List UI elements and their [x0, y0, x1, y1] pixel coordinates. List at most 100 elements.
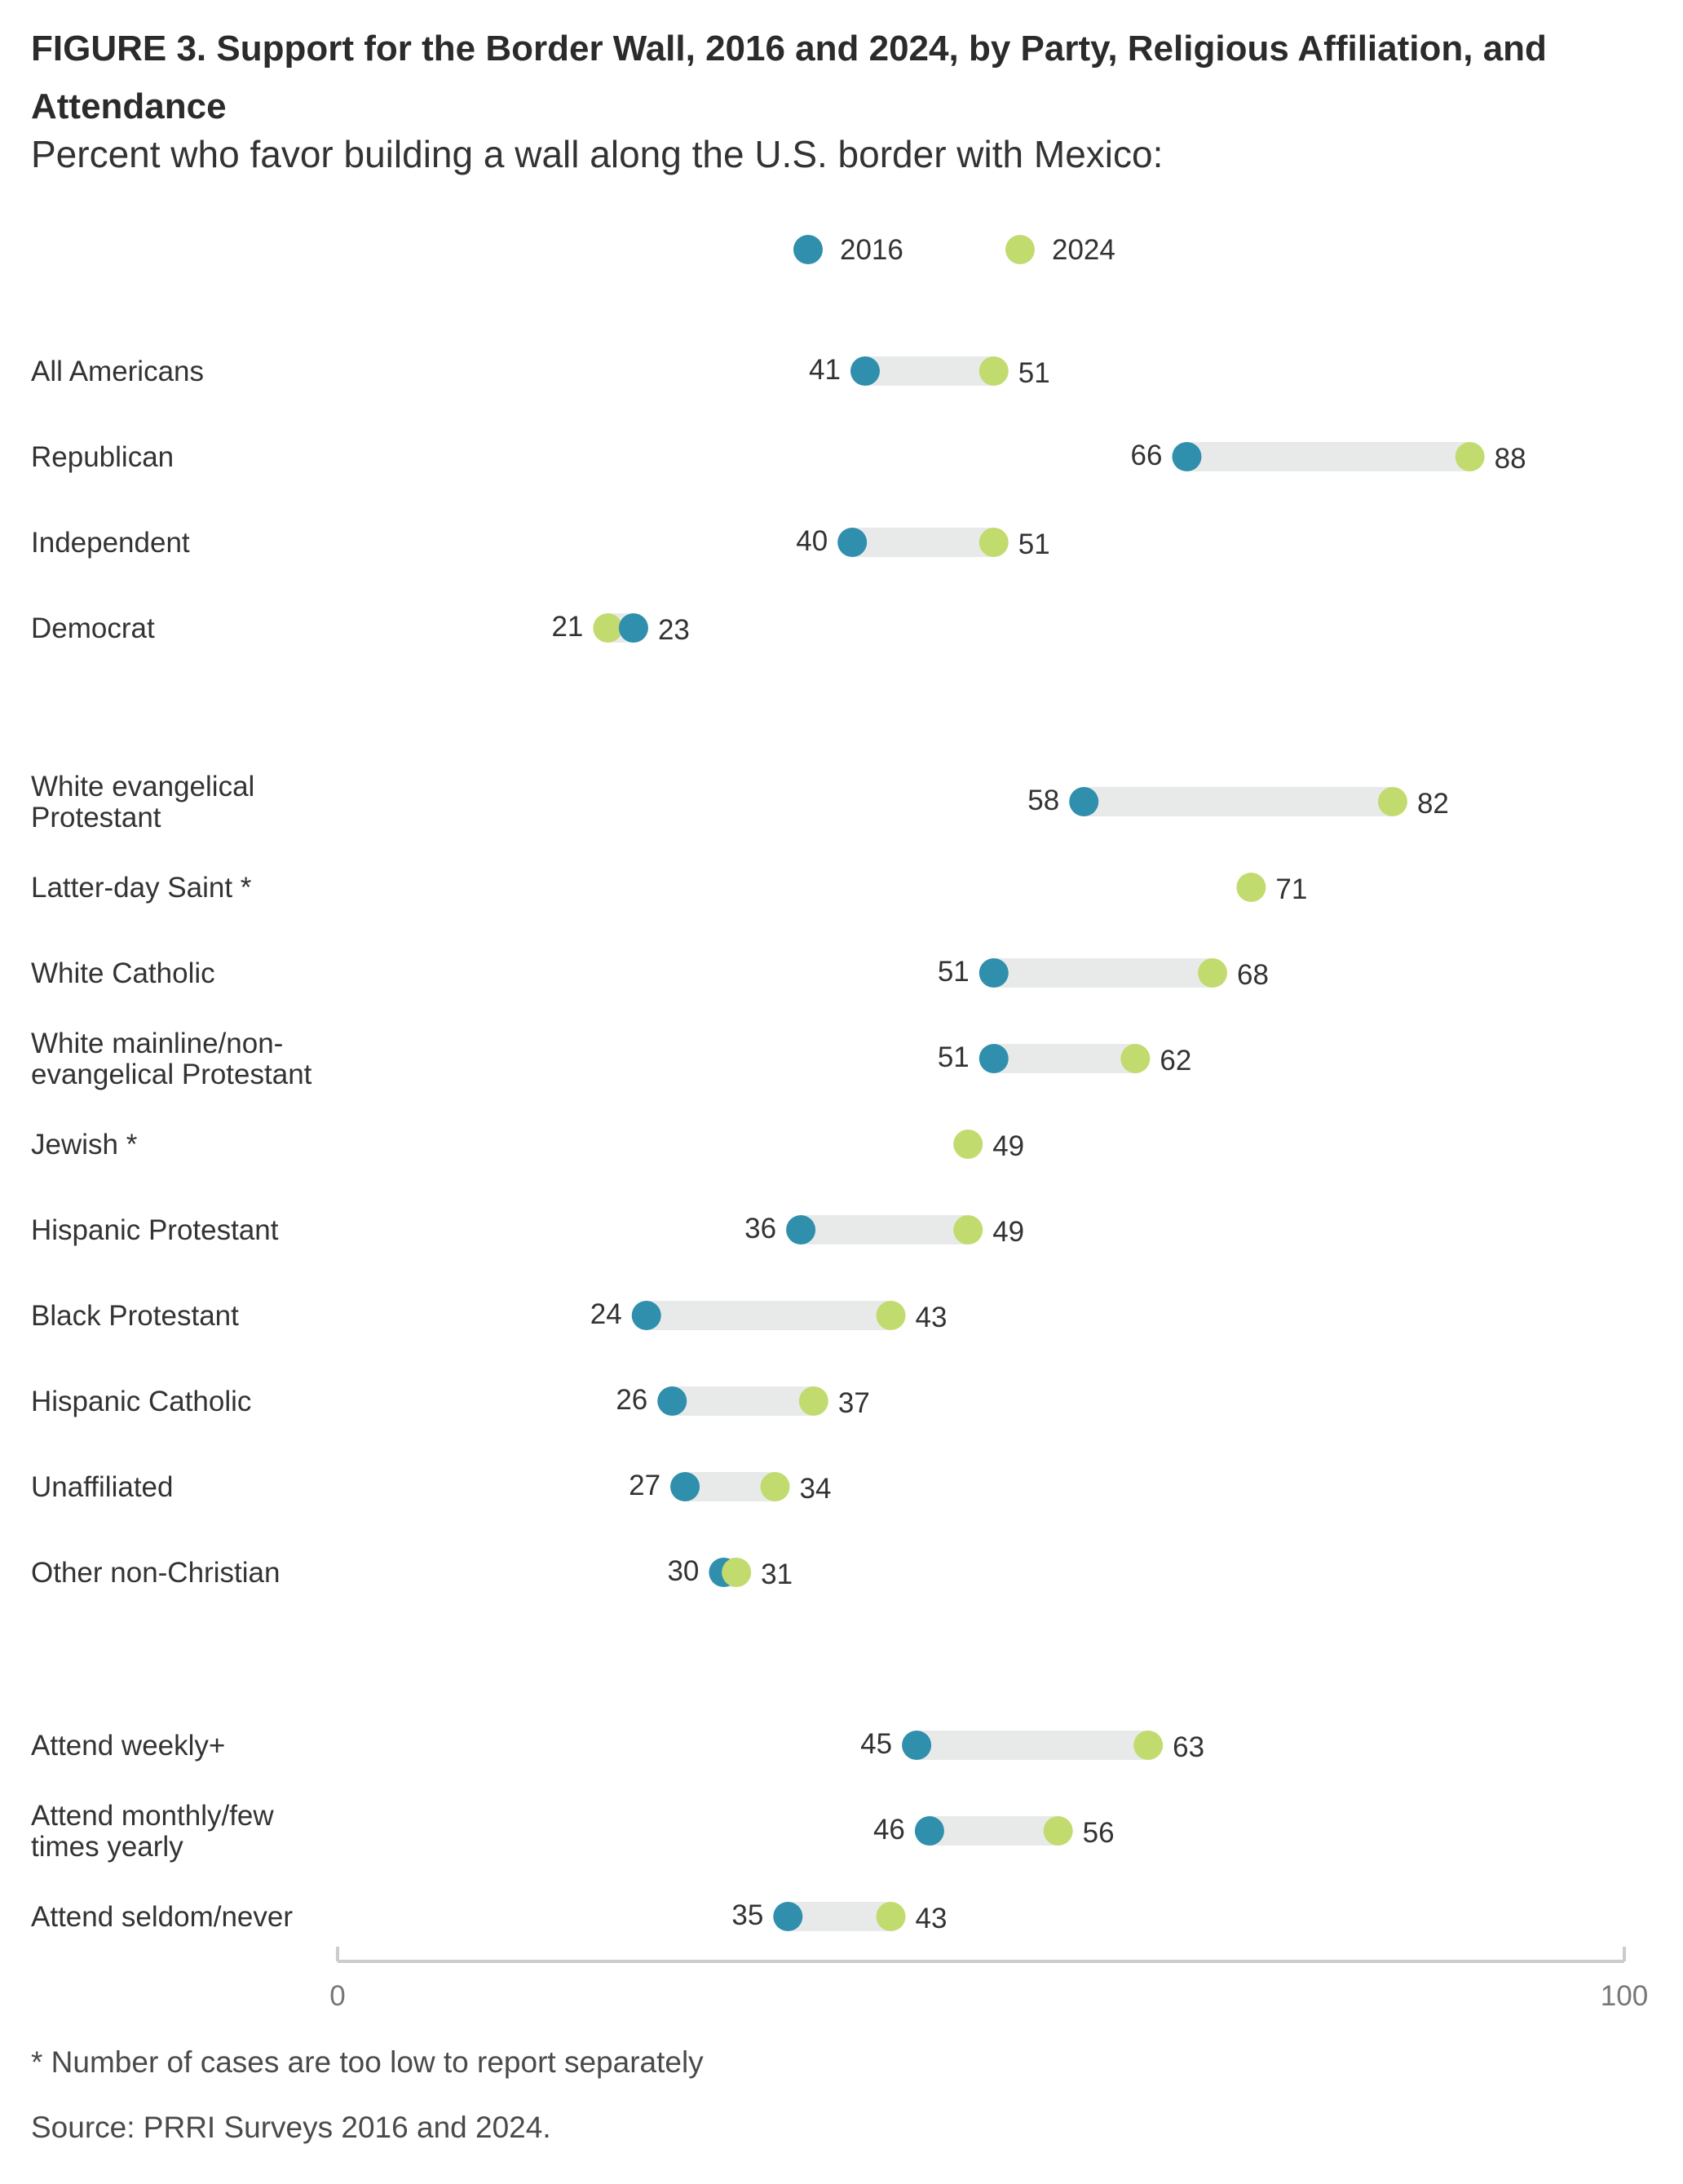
value-label-2024: 31	[761, 1558, 793, 1590]
range-bar	[852, 528, 994, 557]
dot-2016	[670, 1472, 700, 1501]
legend-marker-2024	[1005, 235, 1035, 264]
dot-2024	[760, 1472, 790, 1501]
category-label: Hispanic Catholic	[31, 1386, 251, 1417]
value-label-2024: 51	[1018, 357, 1050, 389]
value-label-2016: 23	[658, 614, 690, 646]
dot-2016	[1172, 442, 1202, 471]
value-label-2016: 51	[938, 1041, 970, 1073]
chart-subtitle: Percent who favor building a wall along …	[31, 133, 1164, 175]
range-bar	[801, 1215, 969, 1245]
value-label-2016: 41	[809, 354, 841, 386]
dot-2024	[876, 1902, 906, 1931]
range-bar	[1084, 787, 1393, 816]
dot-2024	[1133, 1731, 1164, 1760]
value-label-2016: 58	[1027, 785, 1059, 816]
range-bar	[864, 356, 994, 386]
range-bar	[646, 1301, 891, 1330]
dot-2016	[786, 1215, 816, 1245]
value-label-2024: 88	[1495, 443, 1526, 475]
dot-2016	[837, 528, 868, 557]
dot-2016	[978, 1044, 1009, 1073]
category-label: White Catholic	[31, 957, 215, 989]
category-label: All Americans	[31, 356, 204, 387]
category-label: Attend seldom/never	[31, 1901, 293, 1933]
value-label-2024: 63	[1173, 1731, 1204, 1763]
dot-2024	[876, 1301, 906, 1330]
x-tick-label: 0	[329, 1980, 345, 2012]
value-label-2024: 34	[800, 1473, 832, 1505]
value-label-2016: 66	[1131, 440, 1163, 471]
dot-2024	[1236, 873, 1266, 902]
value-label-2016: 36	[744, 1213, 776, 1245]
category-label: Jewish *	[31, 1129, 138, 1161]
category-label: White evangelical Protestant	[31, 771, 254, 833]
legend-marker-2016	[793, 235, 823, 264]
dot-2024	[1043, 1816, 1073, 1846]
dot-2024	[1455, 442, 1485, 471]
value-label-2024: 51	[1018, 528, 1050, 560]
source-note: Source: PRRI Surveys 2016 and 2024.	[31, 2111, 551, 2144]
value-label-2024: 71	[1275, 873, 1307, 905]
value-label-2016: 46	[873, 1814, 905, 1846]
dot-2024	[978, 356, 1009, 386]
range-bar	[993, 958, 1213, 988]
value-label-2024: 49	[992, 1130, 1024, 1162]
category-label: Latter-day Saint *	[31, 872, 252, 904]
dot-2024	[953, 1130, 983, 1159]
range-bar	[993, 1044, 1136, 1073]
legend-label-2016: 2016	[840, 234, 903, 266]
value-label-2016: 35	[731, 1899, 763, 1931]
range-bar	[685, 1472, 775, 1501]
range-bar	[1186, 442, 1470, 471]
dot-2024	[798, 1386, 828, 1416]
value-label-2016: 27	[629, 1470, 660, 1501]
value-label-2016: 24	[590, 1298, 622, 1330]
dot-2016	[657, 1386, 687, 1416]
category-label: Black Protestant	[31, 1300, 239, 1332]
chart-title: FIGURE 3. Support for the Border Wall, 2…	[31, 29, 1547, 126]
value-label-2024: 37	[838, 1387, 870, 1419]
dot-2024	[722, 1558, 752, 1587]
value-label-2016: 51	[938, 956, 970, 988]
x-tick-label: 100	[1601, 1980, 1648, 2012]
value-label-2024: 82	[1417, 788, 1449, 820]
dot-2024	[593, 613, 623, 643]
category-label: Attend weekly+	[31, 1730, 225, 1762]
dot-2024	[978, 528, 1009, 557]
value-label-2024: 56	[1083, 1817, 1115, 1849]
dot-2024	[1377, 787, 1407, 816]
category-label: Independent	[31, 527, 190, 559]
value-label-2024: 43	[916, 1302, 948, 1333]
range-bar	[929, 1816, 1058, 1846]
dot-2016	[978, 958, 1009, 988]
value-label-2016: 30	[667, 1555, 699, 1587]
footnote: * Number of cases are too low to report …	[31, 2045, 704, 2079]
dot-2016	[914, 1816, 944, 1846]
dot-2016	[850, 356, 880, 386]
category-label: Hispanic Protestant	[31, 1214, 279, 1246]
value-label-2024: 49	[992, 1216, 1024, 1248]
category-label: Unaffiliated	[31, 1471, 173, 1503]
range-bar	[672, 1386, 814, 1416]
dot-2016	[902, 1731, 932, 1760]
dot-2024	[1198, 958, 1228, 988]
category-label: Democrat	[31, 612, 155, 644]
value-label-2024: 62	[1160, 1045, 1191, 1077]
category-label: Attend monthly/few times yearly	[31, 1800, 274, 1863]
category-label: Other non-Christian	[31, 1557, 280, 1589]
value-label-2016: 45	[860, 1728, 892, 1760]
value-label-2024: 21	[551, 611, 583, 643]
category-label: Republican	[31, 441, 174, 473]
value-label-2016: 40	[796, 525, 828, 557]
dot-2024	[953, 1215, 983, 1245]
dot-2016	[773, 1902, 803, 1931]
dot-2016	[618, 613, 648, 643]
range-bar	[917, 1731, 1149, 1760]
value-label-2016: 26	[616, 1384, 647, 1416]
dot-2016	[631, 1301, 661, 1330]
category-label: White mainline/non-evangelical Protestan…	[31, 1028, 312, 1090]
dot-2016	[1069, 787, 1099, 816]
range-bar	[788, 1902, 891, 1931]
